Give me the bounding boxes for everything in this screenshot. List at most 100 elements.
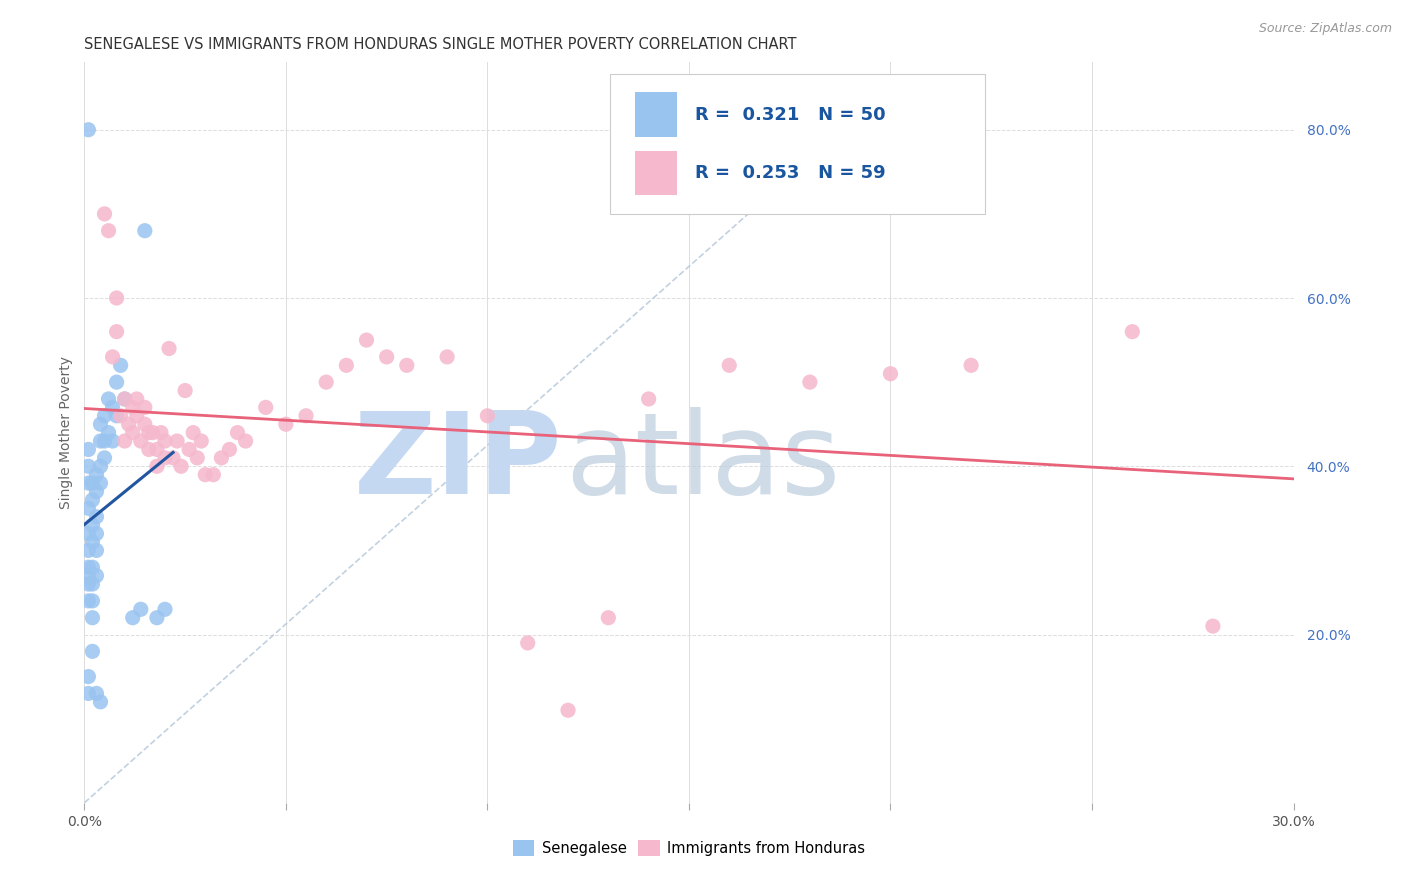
Point [477,409,499,423]
Point [134,417,156,432]
Point [121,425,143,440]
Point [86,568,108,582]
Point [179,442,201,457]
Point [129,602,152,616]
Point [598,610,620,624]
Point [105,409,128,423]
Point [105,291,128,305]
Point [138,425,160,440]
Point [77,526,100,541]
Point [118,417,141,432]
Text: R =  0.253   N = 59: R = 0.253 N = 59 [695,164,886,182]
Point [77,577,100,591]
Bar [634,93,676,136]
Point [181,425,204,440]
FancyBboxPatch shape [610,73,986,214]
Point [82,594,104,608]
Point [93,434,115,448]
Point [110,409,132,423]
Point [335,359,357,373]
Point [153,434,176,448]
Point [138,442,160,457]
Point [77,122,100,136]
Point [125,409,148,423]
Point [77,459,100,474]
Point [190,434,212,448]
Bar [634,151,676,195]
Point [149,425,172,440]
Point [82,644,104,658]
Point [557,703,579,717]
Point [146,459,169,474]
Point [82,577,104,591]
Point [121,401,143,415]
Text: Source: ZipAtlas.com: Source: ZipAtlas.com [1258,22,1392,36]
Legend: Senegalese, Immigrants from Honduras: Senegalese, Immigrants from Honduras [506,835,872,863]
Point [77,560,100,574]
Point [129,434,152,448]
Point [77,686,100,700]
Point [1202,619,1225,633]
Text: SENEGALESE VS IMMIGRANTS FROM HONDURAS SINGLE MOTHER POVERTY CORRELATION CHART: SENEGALESE VS IMMIGRANTS FROM HONDURAS S… [84,37,797,52]
Point [86,526,108,541]
Point [89,695,111,709]
Point [879,367,901,381]
Point [89,417,111,432]
Point [86,467,108,482]
Point [105,325,128,339]
Point [82,518,104,533]
Point [101,350,124,364]
Point [146,610,169,624]
Point [516,636,538,650]
Point [125,392,148,406]
Point [82,610,104,624]
Point [209,450,232,465]
Point [93,207,115,221]
Point [142,425,165,440]
Point [86,543,108,558]
Point [436,350,458,364]
Point [77,543,100,558]
Point [77,442,100,457]
Point [315,375,337,389]
Point [101,434,124,448]
Point [146,442,169,457]
Point [77,594,100,608]
Point [114,392,136,406]
Point [77,568,100,582]
Point [97,392,120,406]
Point [110,359,132,373]
Point [77,501,100,516]
Point [1121,325,1143,339]
Point [93,409,115,423]
Point [86,484,108,499]
Point [395,359,418,373]
Point [134,401,156,415]
Point [86,686,108,700]
Point [235,434,257,448]
Point [226,425,249,440]
Point [174,384,197,398]
Point [89,434,111,448]
Point [637,392,659,406]
Point [170,459,193,474]
Point [186,450,208,465]
Point [295,409,318,423]
Point [105,375,128,389]
Point [82,492,104,507]
Point [114,392,136,406]
Point [89,476,111,491]
Point [93,450,115,465]
Point [194,467,217,482]
Point [153,450,176,465]
Text: atlas: atlas [565,407,841,517]
Point [254,401,277,415]
Point [97,224,120,238]
Point [157,342,180,356]
Point [162,450,184,465]
Point [134,224,156,238]
Point [166,434,188,448]
Point [82,535,104,549]
Point [101,401,124,415]
Point [121,610,143,624]
